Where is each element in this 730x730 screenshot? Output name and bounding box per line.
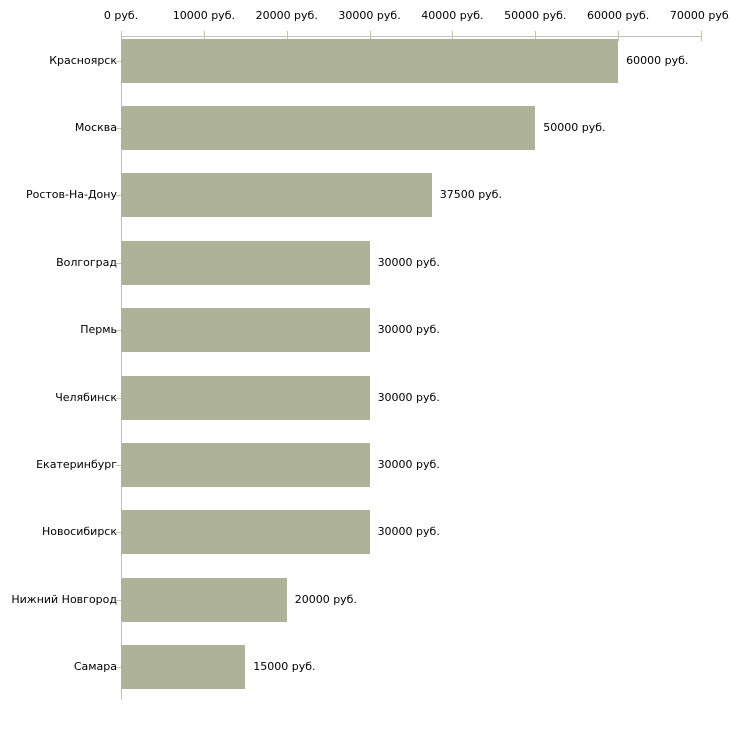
bar bbox=[121, 510, 370, 555]
category-label: Челябинск bbox=[55, 390, 117, 404]
value-label: 37500 руб. bbox=[439, 188, 502, 202]
y-axis-line bbox=[121, 36, 122, 700]
category-tick-mark bbox=[116, 397, 121, 399]
bar bbox=[121, 645, 246, 690]
x-axis-tick-label: 10000 руб. bbox=[172, 9, 235, 22]
x-axis-tick-mark bbox=[535, 31, 537, 41]
category-tick-mark bbox=[116, 60, 121, 62]
x-axis-tick-mark bbox=[203, 31, 205, 41]
category-tick-mark bbox=[116, 262, 121, 264]
category-label: Красноярск bbox=[49, 53, 117, 67]
category-tick-mark bbox=[116, 464, 121, 466]
bar bbox=[121, 173, 432, 218]
category-tick-mark bbox=[116, 195, 121, 197]
x-axis-tick-mark bbox=[701, 31, 702, 41]
category-tick-mark bbox=[116, 599, 121, 601]
bar bbox=[121, 105, 536, 150]
x-axis-tick-mark bbox=[286, 31, 288, 41]
x-axis-tick-label: 20000 руб. bbox=[255, 9, 318, 22]
x-axis-tick-label: 30000 руб. bbox=[338, 9, 401, 22]
bar bbox=[121, 577, 287, 622]
x-axis-tick-mark bbox=[452, 31, 454, 41]
x-axis-line bbox=[121, 36, 701, 37]
bar bbox=[121, 442, 370, 487]
value-label: 30000 руб. bbox=[377, 390, 440, 404]
category-label: Пермь bbox=[80, 323, 117, 337]
category-label: Нижний Новгород bbox=[11, 592, 117, 606]
value-label: 50000 руб. bbox=[543, 120, 606, 134]
category-label: Екатеринбург bbox=[36, 457, 117, 471]
category-tick-mark bbox=[116, 330, 121, 332]
category-label: Новосибирск bbox=[41, 525, 117, 539]
x-axis-tick-mark bbox=[618, 31, 620, 41]
value-label: 30000 руб. bbox=[377, 255, 440, 269]
bar bbox=[121, 308, 370, 353]
x-axis-tick-label: 0 руб. bbox=[103, 9, 139, 22]
x-axis-tick-label: 70000 руб. bbox=[669, 9, 730, 22]
x-axis-tick-mark bbox=[121, 31, 122, 41]
value-label: 15000 руб. bbox=[253, 660, 316, 674]
category-label: Ростов-На-Дону bbox=[25, 188, 117, 202]
value-label: 30000 руб. bbox=[377, 323, 440, 337]
category-tick-mark bbox=[116, 127, 121, 129]
bar bbox=[121, 240, 370, 285]
category-label: Волгоград bbox=[56, 255, 117, 269]
value-label: 20000 руб. bbox=[294, 592, 357, 606]
x-axis-tick-label: 60000 руб. bbox=[587, 9, 650, 22]
category-label: Самара bbox=[73, 660, 117, 674]
value-label: 30000 руб. bbox=[377, 525, 440, 539]
bar bbox=[121, 38, 619, 83]
x-axis-tick-label: 40000 руб. bbox=[421, 9, 484, 22]
value-label: 30000 руб. bbox=[377, 457, 440, 471]
x-axis-tick-label: 50000 руб. bbox=[504, 9, 567, 22]
category-tick-mark bbox=[116, 667, 121, 669]
category-label: Москва bbox=[74, 120, 117, 134]
category-tick-mark bbox=[116, 532, 121, 534]
x-axis-tick-mark bbox=[369, 31, 371, 41]
value-label: 60000 руб. bbox=[626, 53, 689, 67]
bar bbox=[121, 375, 370, 420]
